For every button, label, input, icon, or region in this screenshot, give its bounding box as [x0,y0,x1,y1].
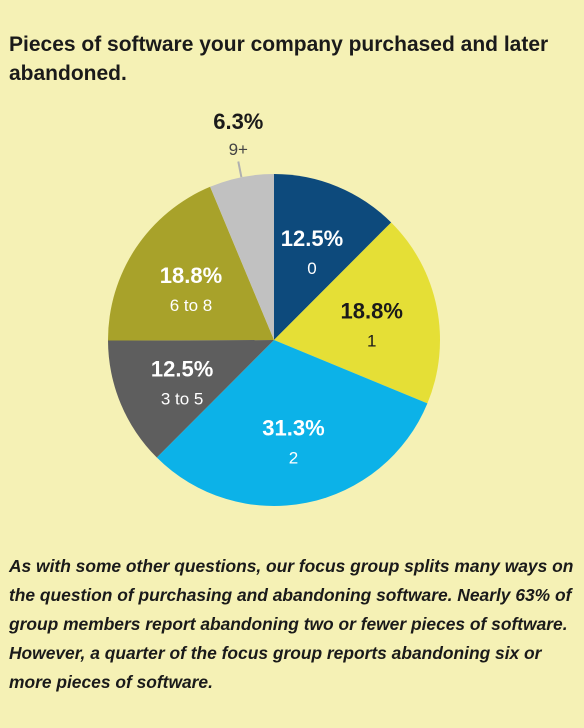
slice-category-label: 9+ [229,140,248,159]
pie-slice [274,174,392,340]
slice-percent-label: 18.8% [341,299,403,324]
slice-percent-label: 18.8% [160,263,222,288]
pie-slice [156,340,428,506]
slice-category-label: 0 [307,259,316,278]
pie-slice [274,222,440,404]
chart-title: Pieces of software your company purchase… [9,33,549,85]
slice-category-label: 1 [367,332,376,351]
slice-percent-label: 31.3% [262,416,324,441]
slice-category-label: 6 to 8 [170,296,213,315]
slice-percent-label: 6.3% [213,109,263,134]
pie-slice [107,186,274,341]
slice-category-label: 2 [289,449,298,468]
pie-slice [108,340,274,458]
pie-slice [210,174,274,340]
leader-line [237,161,243,178]
pie-chart: 12.5% 0 18.8% 1 31.3% 2 12.5% 3 to 5 18.8% 6 to 8… [107,109,440,506]
chart-caption: As with some other questions, our focus … [9,556,574,692]
slice-percent-label: 12.5% [151,356,213,381]
slice-percent-label: 12.5% [281,226,343,251]
slice-category-label: 3 to 5 [161,389,204,408]
